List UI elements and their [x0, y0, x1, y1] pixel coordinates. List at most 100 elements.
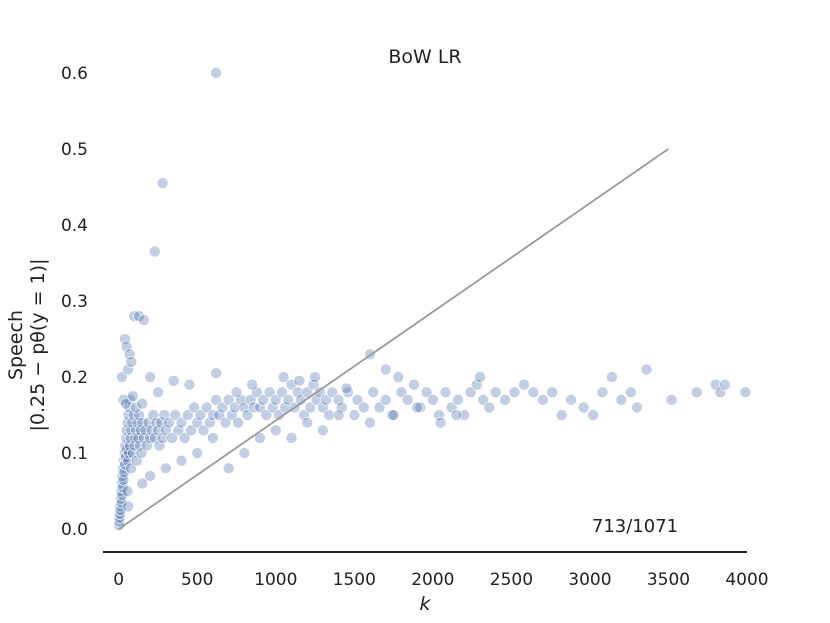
scatter-point — [136, 397, 149, 410]
scatter-point — [230, 386, 243, 399]
scatter-point — [631, 401, 643, 414]
scatter-point — [332, 394, 345, 406]
scatter-point — [285, 432, 298, 444]
x-tick-label: 2000 — [411, 570, 454, 590]
scatter-point — [144, 432, 156, 444]
scatter-point — [166, 432, 178, 444]
scatter-point — [420, 386, 433, 399]
scatter-point — [309, 371, 321, 383]
scatter-point — [200, 401, 213, 414]
scatter-point — [546, 386, 559, 399]
scatter-point — [392, 371, 405, 383]
scatter-point — [489, 386, 502, 399]
scatter-point — [298, 409, 310, 421]
scatter-point — [144, 371, 156, 383]
scatter-point — [160, 424, 172, 437]
scatter-point — [266, 401, 279, 414]
scatter-point — [719, 378, 731, 391]
scatter-point — [317, 401, 329, 414]
scatter-point — [130, 401, 142, 414]
scatter-point — [254, 401, 266, 414]
scatter-point — [335, 401, 348, 414]
x-tick-label: 1500 — [333, 570, 376, 590]
scatter-point — [152, 386, 164, 399]
scatter-point — [114, 504, 127, 516]
scatter-point — [127, 447, 139, 459]
x-tick-label: 4000 — [725, 570, 768, 590]
scatter-point — [229, 401, 241, 414]
scatter-point — [244, 394, 257, 406]
scatter-point — [257, 394, 270, 406]
scatter-point — [408, 378, 420, 391]
scatter-point — [304, 401, 317, 414]
chart-title: BoW LR — [388, 46, 461, 68]
scatter-point — [167, 375, 180, 387]
scatter-point — [293, 375, 306, 387]
scatter-point — [282, 394, 295, 406]
scatter-point — [122, 363, 134, 376]
scatter-point — [739, 386, 752, 399]
scatter-point — [301, 416, 313, 429]
scatter-point — [291, 386, 304, 399]
scatter-point — [191, 447, 204, 459]
scatter-point — [246, 378, 259, 391]
scatter-point — [175, 454, 188, 467]
scatter-point — [136, 477, 149, 490]
scatter-point — [163, 416, 175, 429]
scatter-point — [379, 363, 392, 376]
scatter-point — [313, 386, 326, 399]
reference-line — [118, 148, 669, 530]
y-tick-label: 0.5 — [61, 140, 88, 160]
scatter-point — [690, 386, 703, 399]
scatter-point — [450, 409, 463, 421]
scatter-point — [119, 333, 131, 345]
y-axis-label-line2: |0.25 − pθ(y = 1)| — [27, 259, 49, 432]
scatter-point — [238, 401, 251, 414]
scatter-point — [387, 409, 400, 421]
x-tick-label: 1000 — [254, 570, 297, 590]
scatter-point — [172, 424, 185, 437]
scatter-point — [156, 432, 169, 444]
scatter-point — [207, 409, 219, 421]
scatter-point — [537, 394, 549, 406]
scatter-point — [340, 382, 353, 395]
y-tick-label: 0.0 — [61, 520, 88, 540]
scatter-point — [320, 394, 332, 406]
scatter-point — [210, 67, 222, 79]
scatter-point — [427, 394, 439, 406]
scatter-point — [133, 409, 145, 421]
x-tick-label: 3500 — [647, 570, 690, 590]
y-axis-label-line1: Speech — [5, 310, 27, 380]
y-tick-label: 0.6 — [61, 64, 88, 84]
scatter-point — [130, 424, 142, 437]
scatter-point — [207, 432, 219, 444]
scatter-point — [379, 394, 392, 406]
x-axis-label: k — [419, 593, 431, 615]
y-tick-label: 0.2 — [61, 368, 88, 388]
scatter-point — [577, 401, 590, 414]
scatter-point — [178, 432, 191, 444]
scatter-point — [452, 394, 464, 406]
scatter-point — [133, 310, 145, 323]
scatter-point — [351, 394, 364, 406]
scatter-point — [191, 416, 204, 429]
scatter-point — [477, 394, 489, 406]
scatter-point — [141, 439, 153, 452]
x-tick-label: 2500 — [490, 570, 533, 590]
scatter-point — [665, 394, 678, 406]
scatter-point — [587, 409, 599, 421]
scatter-point — [596, 386, 609, 399]
scatter-point — [210, 394, 222, 406]
scatter-point — [326, 386, 339, 399]
scatter-point — [565, 394, 577, 406]
scatter-point — [175, 416, 188, 429]
scatter-point — [185, 424, 197, 437]
scatter-point — [269, 394, 282, 406]
scatter-point — [188, 401, 200, 414]
scatter-point — [182, 409, 194, 421]
scatter-point — [527, 386, 540, 399]
scatter-point — [241, 409, 254, 421]
scatter-point — [144, 470, 156, 482]
scatter-point — [624, 386, 637, 399]
